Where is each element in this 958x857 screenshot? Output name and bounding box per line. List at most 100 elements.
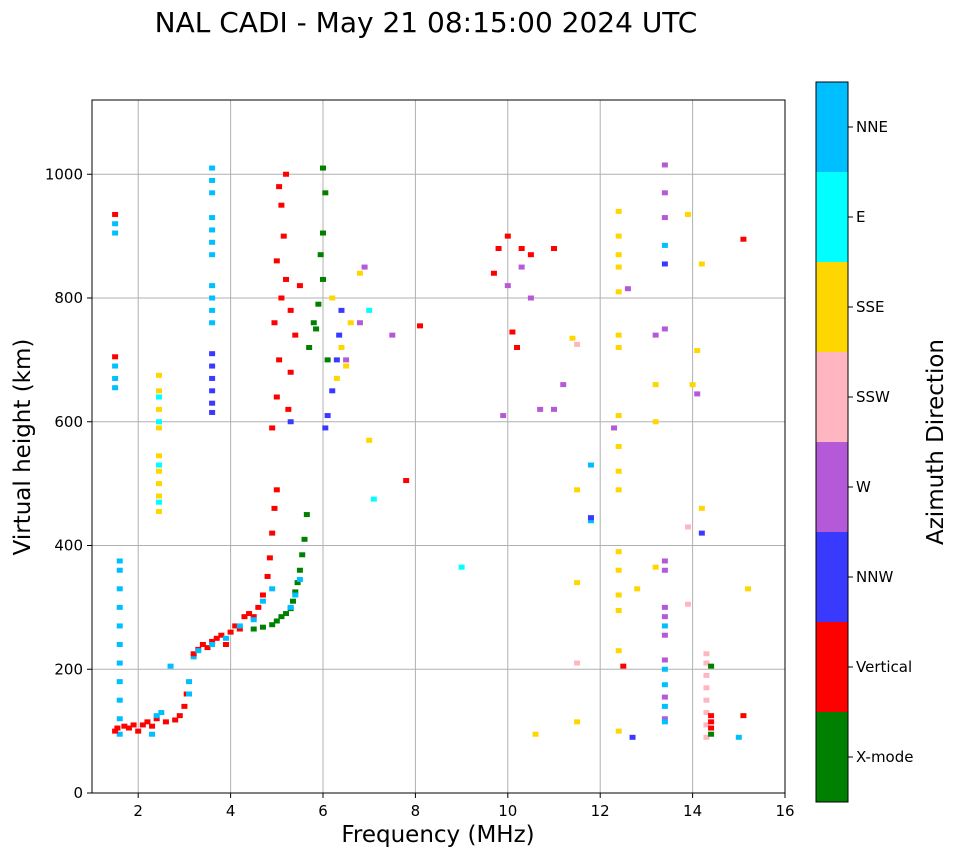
data-point-w [611,425,618,431]
y-tick-label: 1000 [45,165,83,183]
data-point-nnw [209,388,216,394]
data-point-w [661,567,668,573]
data-point-x-mode [320,276,326,282]
data-point-nne [112,363,119,369]
data-point-w [661,604,668,610]
data-point-vertical [269,425,276,431]
data-point-x-mode [310,320,317,326]
data-point-vertical [218,632,225,638]
colorbar-segment-e [816,172,848,262]
data-point-nne [209,227,216,233]
data-point-nne [209,165,216,171]
data-point-nne [116,558,123,564]
data-point-sse [155,406,162,412]
data-point-vertical [551,246,557,251]
data-point-vertical [135,728,142,734]
data-point-vertical [280,233,287,239]
data-point-sse [698,261,705,267]
data-point-sse [574,719,581,725]
data-point-nne [116,716,123,722]
data-point-x-mode [269,622,276,628]
data-point-e [366,307,373,313]
data-point-vertical [490,270,497,276]
data-point-vertical [287,307,294,313]
data-point-sse [356,270,363,276]
data-point-nne [209,177,216,183]
y-tick-label: 600 [54,413,83,431]
data-point-nne [116,697,123,703]
data-point-vertical [273,258,280,264]
x-tick-label: 14 [683,802,702,820]
data-point-nnw [587,515,594,521]
data-point-vertical [227,629,234,635]
data-point-vertical [271,320,278,326]
y-tick-label: 800 [54,289,83,307]
data-point-sse [615,487,622,493]
data-point-w [694,391,701,397]
data-point-nne [269,586,276,592]
data-points [112,162,752,740]
data-point-nne [116,731,123,737]
data-point-w [551,406,557,412]
data-point-sse [615,567,622,573]
data-point-w [661,326,668,332]
plot-frame [91,99,786,794]
data-point-nne [209,215,216,221]
data-point-e [370,496,377,502]
data-point-nnw [336,332,343,338]
data-point-nne [112,230,119,236]
data-point-vertical [504,233,511,239]
data-point-w [518,264,525,270]
data-point-nne [209,320,216,326]
data-point-nne [195,648,202,654]
data-point-nne [661,242,668,248]
data-point-vertical [232,623,239,629]
data-point-nne [661,703,668,709]
data-point-w [624,286,631,292]
data-point-nnw [661,261,668,267]
data-point-vertical [518,246,525,251]
data-point-w [661,657,668,663]
data-point-ssw [703,651,710,657]
x-tick-label: 6 [318,802,328,820]
data-point-vertical [287,369,294,375]
data-point-vertical [112,354,119,360]
colorbar-label: NNW [856,568,893,586]
data-point-nnw [324,413,331,419]
data-point-e [458,564,465,570]
data-point-nne [209,307,216,313]
data-point-x-mode [299,552,306,558]
data-point-vertical [153,716,160,722]
data-point-x-mode [283,611,290,617]
colorbar-segment-sse [816,262,848,352]
data-point-sse [652,564,659,570]
data-point-vertical [222,642,229,647]
x-tick-label: 4 [226,802,236,820]
chart-title: NAL CADI - May 21 08:15:00 2024 UTC [155,6,698,39]
data-point-ssw [574,660,581,666]
data-point-w [361,264,368,270]
data-point-x-mode [278,614,285,620]
data-point-x-mode [708,731,715,737]
data-point-sse [615,233,622,239]
data-point-vertical [125,725,132,731]
data-point-sse [615,208,622,214]
data-point-vertical [740,236,747,242]
data-point-x-mode [250,626,257,632]
data-point-w [560,382,567,388]
data-point-w [661,614,668,620]
data-point-sse [615,468,622,474]
data-point-nne [112,375,119,381]
data-point-vertical [149,723,156,729]
data-point-nne [587,462,594,468]
data-point-vertical [283,171,290,177]
data-point-vertical [114,725,121,731]
data-point-nne [296,577,303,583]
data-point-ssw [684,524,691,530]
data-point-sse [745,586,752,592]
colorbar-label: SSW [856,388,890,406]
data-point-nne [167,663,174,669]
data-point-ssw [703,722,710,728]
x-axis-title: Frequency (MHz) [341,822,534,848]
